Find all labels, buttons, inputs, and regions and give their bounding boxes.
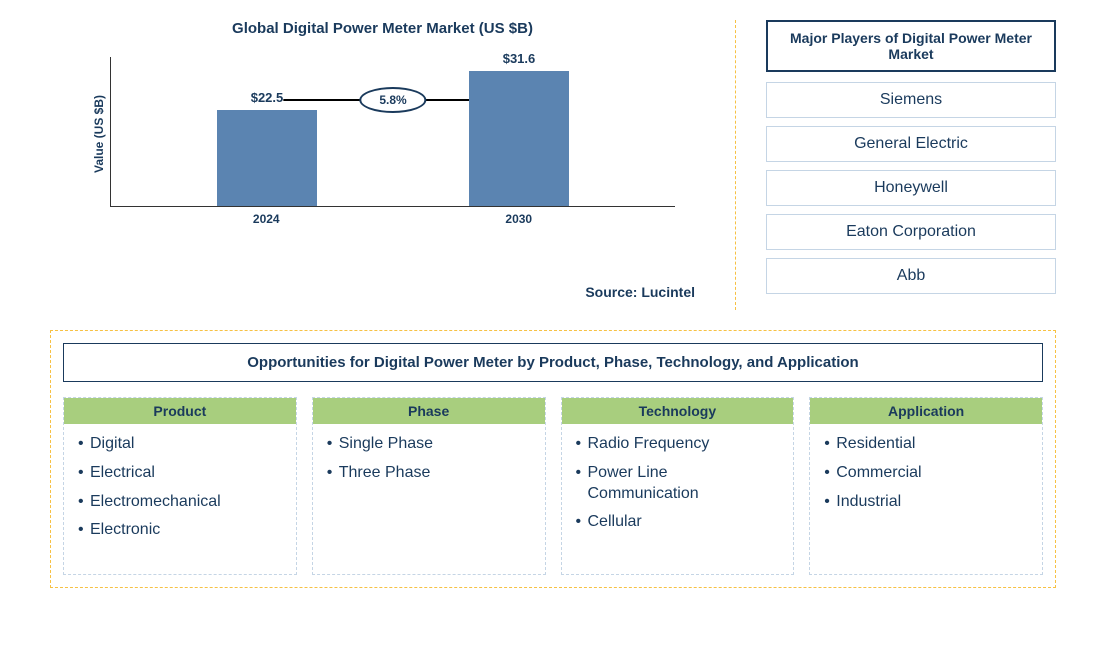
x-label-0: 2024	[216, 212, 316, 226]
category-item: Electronic	[78, 520, 282, 541]
category-item: Residential	[824, 434, 1028, 455]
bar-1	[469, 71, 569, 206]
category-header-technology: Technology	[562, 398, 794, 424]
category-phase: Phase Single Phase Three Phase	[312, 397, 546, 575]
players-list: Siemens General Electric Honeywell Eaton Co…	[766, 82, 1056, 294]
category-item: Three Phase	[327, 463, 531, 484]
y-axis-label: Value (US $B)	[92, 95, 106, 173]
opportunities-header: Opportunities for Digital Power Meter by…	[63, 343, 1043, 382]
category-item: Single Phase	[327, 434, 531, 455]
bar-0	[217, 110, 317, 206]
category-item: Cellular	[576, 512, 780, 533]
category-header-application: Application	[810, 398, 1042, 424]
category-product: Product Digital Electrical Electromechanica…	[63, 397, 297, 575]
category-item: Power Line Communication	[576, 463, 780, 505]
chart-container: Value (US $B) 5.8% $22.5 $31.6	[110, 57, 675, 237]
player-item-1: General Electric	[766, 126, 1056, 162]
player-item-4: Abb	[766, 258, 1056, 294]
source-label: Source: Lucintel	[585, 284, 695, 300]
player-item-3: Eaton Corporation	[766, 214, 1056, 250]
chart-plot: 5.8% $22.5 $31.6	[110, 57, 675, 207]
bar-label-0: $22.5	[251, 90, 284, 105]
category-header-product: Product	[64, 398, 296, 424]
player-item-2: Honeywell	[766, 170, 1056, 206]
category-items-application: Residential Commercial Industrial	[810, 424, 1042, 574]
growth-annotation: 5.8%	[359, 87, 426, 113]
category-items-technology: Radio Frequency Power Line Communication C…	[562, 424, 794, 574]
top-section: Global Digital Power Meter Market (US $B…	[50, 20, 1056, 310]
categories-row: Product Digital Electrical Electromechanica…	[63, 397, 1043, 575]
bar-label-1: $31.6	[503, 51, 536, 66]
players-header: Major Players of Digital Power Meter Mar…	[766, 20, 1056, 72]
category-application: Application Residential Commercial Industri…	[809, 397, 1043, 575]
category-item: Radio Frequency	[576, 434, 780, 455]
bar-group-0: $22.5	[217, 110, 317, 206]
category-technology: Technology Radio Frequency Power Line Comm…	[561, 397, 795, 575]
x-label-1: 2030	[469, 212, 569, 226]
category-item: Electrical	[78, 463, 282, 484]
chart-area: Global Digital Power Meter Market (US $B…	[50, 20, 736, 310]
growth-rate: 5.8%	[359, 87, 426, 113]
players-section: Major Players of Digital Power Meter Mar…	[766, 20, 1056, 310]
category-item: Commercial	[824, 463, 1028, 484]
category-items-phase: Single Phase Three Phase	[313, 424, 545, 574]
opportunities-section: Opportunities for Digital Power Meter by…	[50, 330, 1056, 588]
category-item: Industrial	[824, 492, 1028, 513]
category-items-product: Digital Electrical Electromechanical Electr…	[64, 424, 296, 574]
category-item: Digital	[78, 434, 282, 455]
x-labels: 2024 2030	[110, 212, 675, 226]
player-item-0: Siemens	[766, 82, 1056, 118]
category-item: Electromechanical	[78, 492, 282, 513]
category-header-phase: Phase	[313, 398, 545, 424]
bar-group-1: $31.6	[469, 71, 569, 206]
chart-title: Global Digital Power Meter Market (US $B…	[50, 20, 715, 37]
